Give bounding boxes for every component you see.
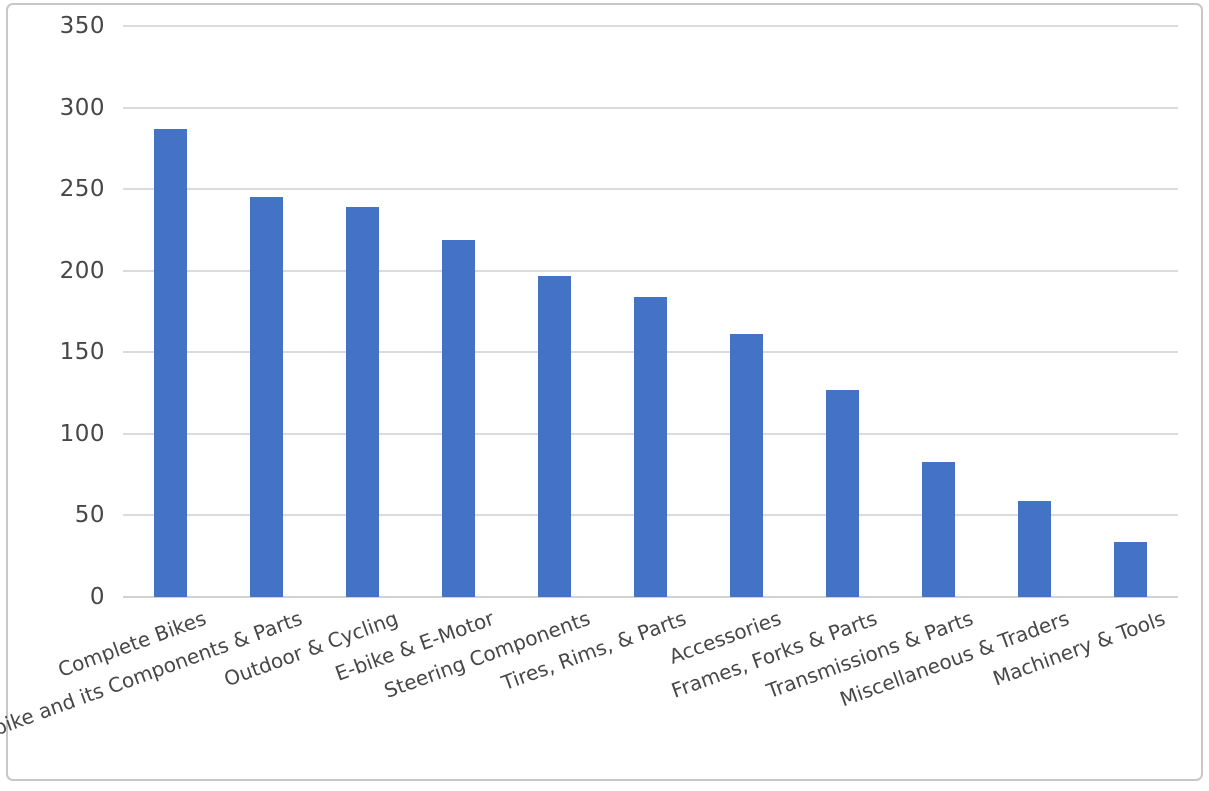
bar-outdoor-and-cycling[interactable] <box>346 207 379 597</box>
bar-e-bike-and-e-motor[interactable] <box>442 240 475 597</box>
gridline-300 <box>123 106 1178 109</box>
chart-frame <box>6 3 1203 781</box>
bar-transmissions-and-parts[interactable] <box>922 462 955 597</box>
gridline-200 <box>123 269 1178 272</box>
gridline-0 <box>123 596 1178 598</box>
bar-frames-forks-and-parts[interactable] <box>826 390 859 597</box>
bar-miscellaneous-and-traders[interactable] <box>1018 501 1051 597</box>
bar-complete-bikes[interactable] <box>154 129 187 597</box>
bar-machinery-and-tools[interactable] <box>1114 542 1147 597</box>
y-axis-tick-label: 250 <box>59 176 105 203</box>
bar-tires-rims-and-parts[interactable] <box>634 297 667 597</box>
y-axis-tick-label: 200 <box>59 257 105 284</box>
y-axis-tick-label: 150 <box>59 339 105 366</box>
y-axis-tick-label: 300 <box>59 94 105 121</box>
bar-accessories[interactable] <box>730 334 763 597</box>
gridline-250 <box>123 188 1178 191</box>
y-axis-tick-label: 0 <box>89 584 105 610</box>
gridline-350 <box>123 25 1178 27</box>
y-axis-tick-label: 50 <box>74 502 105 529</box>
y-axis-tick-label: 350 <box>59 13 105 39</box>
bar-steering-components[interactable] <box>538 276 571 597</box>
bar-e-bike-and-its-components-and-parts[interactable] <box>250 197 283 597</box>
y-axis-tick-label: 100 <box>59 420 105 447</box>
